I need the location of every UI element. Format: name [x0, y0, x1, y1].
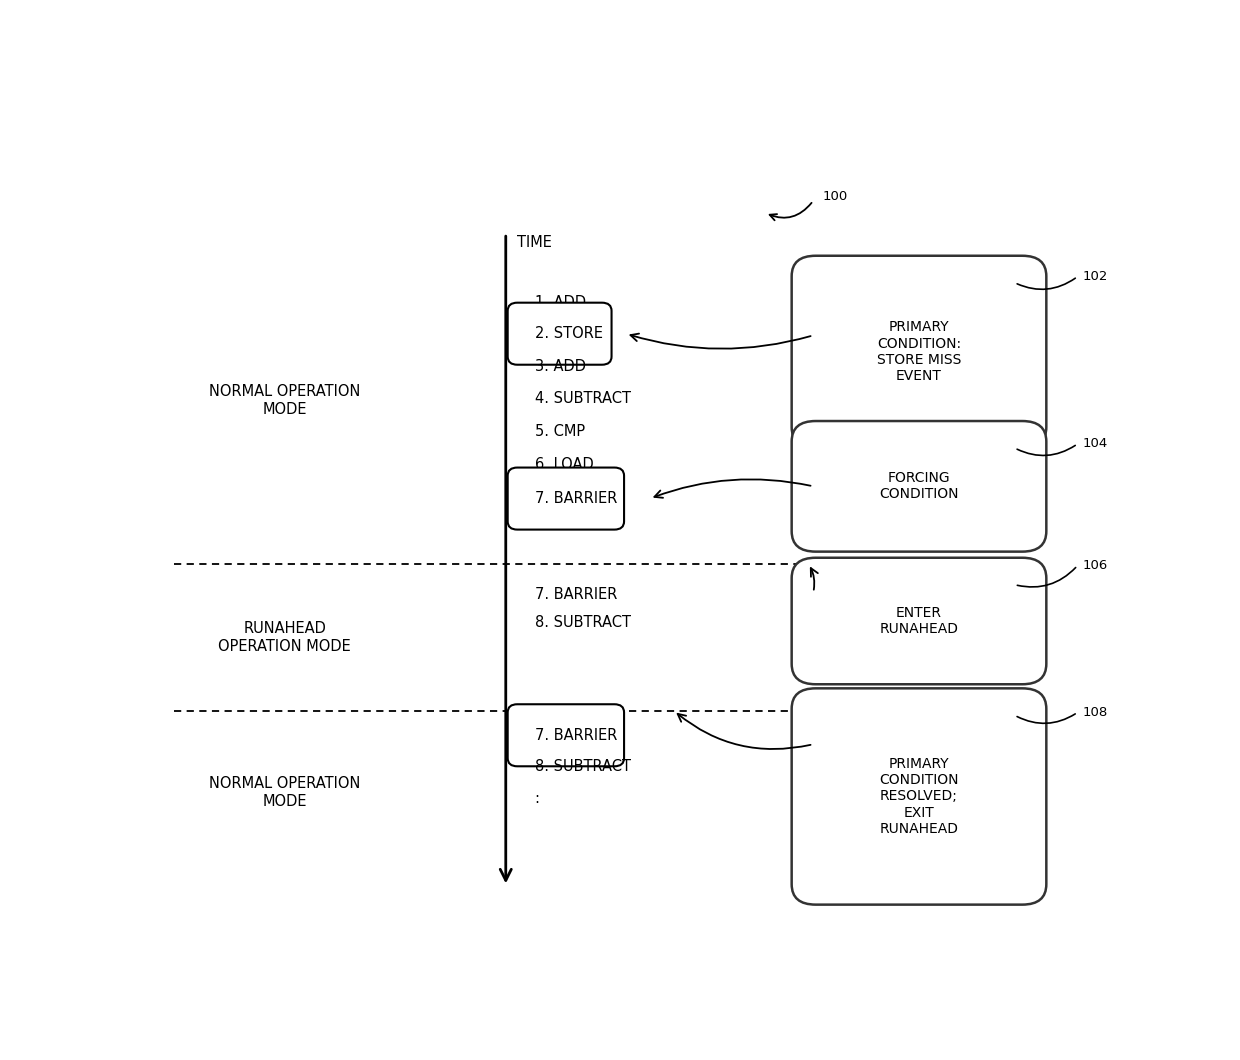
- FancyBboxPatch shape: [791, 688, 1047, 904]
- Text: PRIMARY
CONDITION:
STORE MISS
EVENT: PRIMARY CONDITION: STORE MISS EVENT: [877, 320, 961, 383]
- Text: 1. ADD: 1. ADD: [534, 295, 585, 311]
- Text: 8. SUBTRACT: 8. SUBTRACT: [534, 615, 631, 630]
- Text: 7. BARRIER: 7. BARRIER: [534, 491, 618, 506]
- Text: 100: 100: [823, 190, 848, 204]
- Text: 6. LOAD: 6. LOAD: [534, 457, 594, 472]
- Text: 4. SUBTRACT: 4. SUBTRACT: [534, 391, 631, 406]
- FancyBboxPatch shape: [791, 255, 1047, 447]
- Text: TIME: TIME: [517, 235, 552, 250]
- Text: 108: 108: [1083, 706, 1107, 719]
- Text: 104: 104: [1083, 438, 1107, 450]
- FancyBboxPatch shape: [791, 421, 1047, 551]
- FancyBboxPatch shape: [507, 704, 624, 766]
- Text: :: :: [534, 791, 539, 806]
- Text: 3. ADD: 3. ADD: [534, 359, 585, 374]
- Text: NORMAL OPERATION
MODE: NORMAL OPERATION MODE: [210, 385, 361, 417]
- FancyBboxPatch shape: [507, 303, 611, 365]
- Text: 106: 106: [1083, 559, 1107, 572]
- Text: 8. SUBTRACT: 8. SUBTRACT: [534, 759, 631, 774]
- Text: RUNAHEAD
OPERATION MODE: RUNAHEAD OPERATION MODE: [218, 621, 351, 654]
- Text: 7. BARRIER: 7. BARRIER: [534, 728, 618, 743]
- Text: PRIMARY
CONDITION
RESOLVED;
EXIT
RUNAHEAD: PRIMARY CONDITION RESOLVED; EXIT RUNAHEA…: [879, 757, 959, 836]
- Text: FORCING
CONDITION: FORCING CONDITION: [879, 472, 959, 501]
- FancyBboxPatch shape: [507, 467, 624, 530]
- Text: 7. BARRIER: 7. BARRIER: [534, 586, 618, 602]
- Text: NORMAL OPERATION
MODE: NORMAL OPERATION MODE: [210, 776, 361, 809]
- FancyBboxPatch shape: [791, 558, 1047, 685]
- Text: ENTER
RUNAHEAD: ENTER RUNAHEAD: [879, 606, 959, 636]
- Text: 2. STORE: 2. STORE: [534, 326, 603, 341]
- Text: 5. CMP: 5. CMP: [534, 424, 585, 439]
- Text: 102: 102: [1083, 270, 1107, 283]
